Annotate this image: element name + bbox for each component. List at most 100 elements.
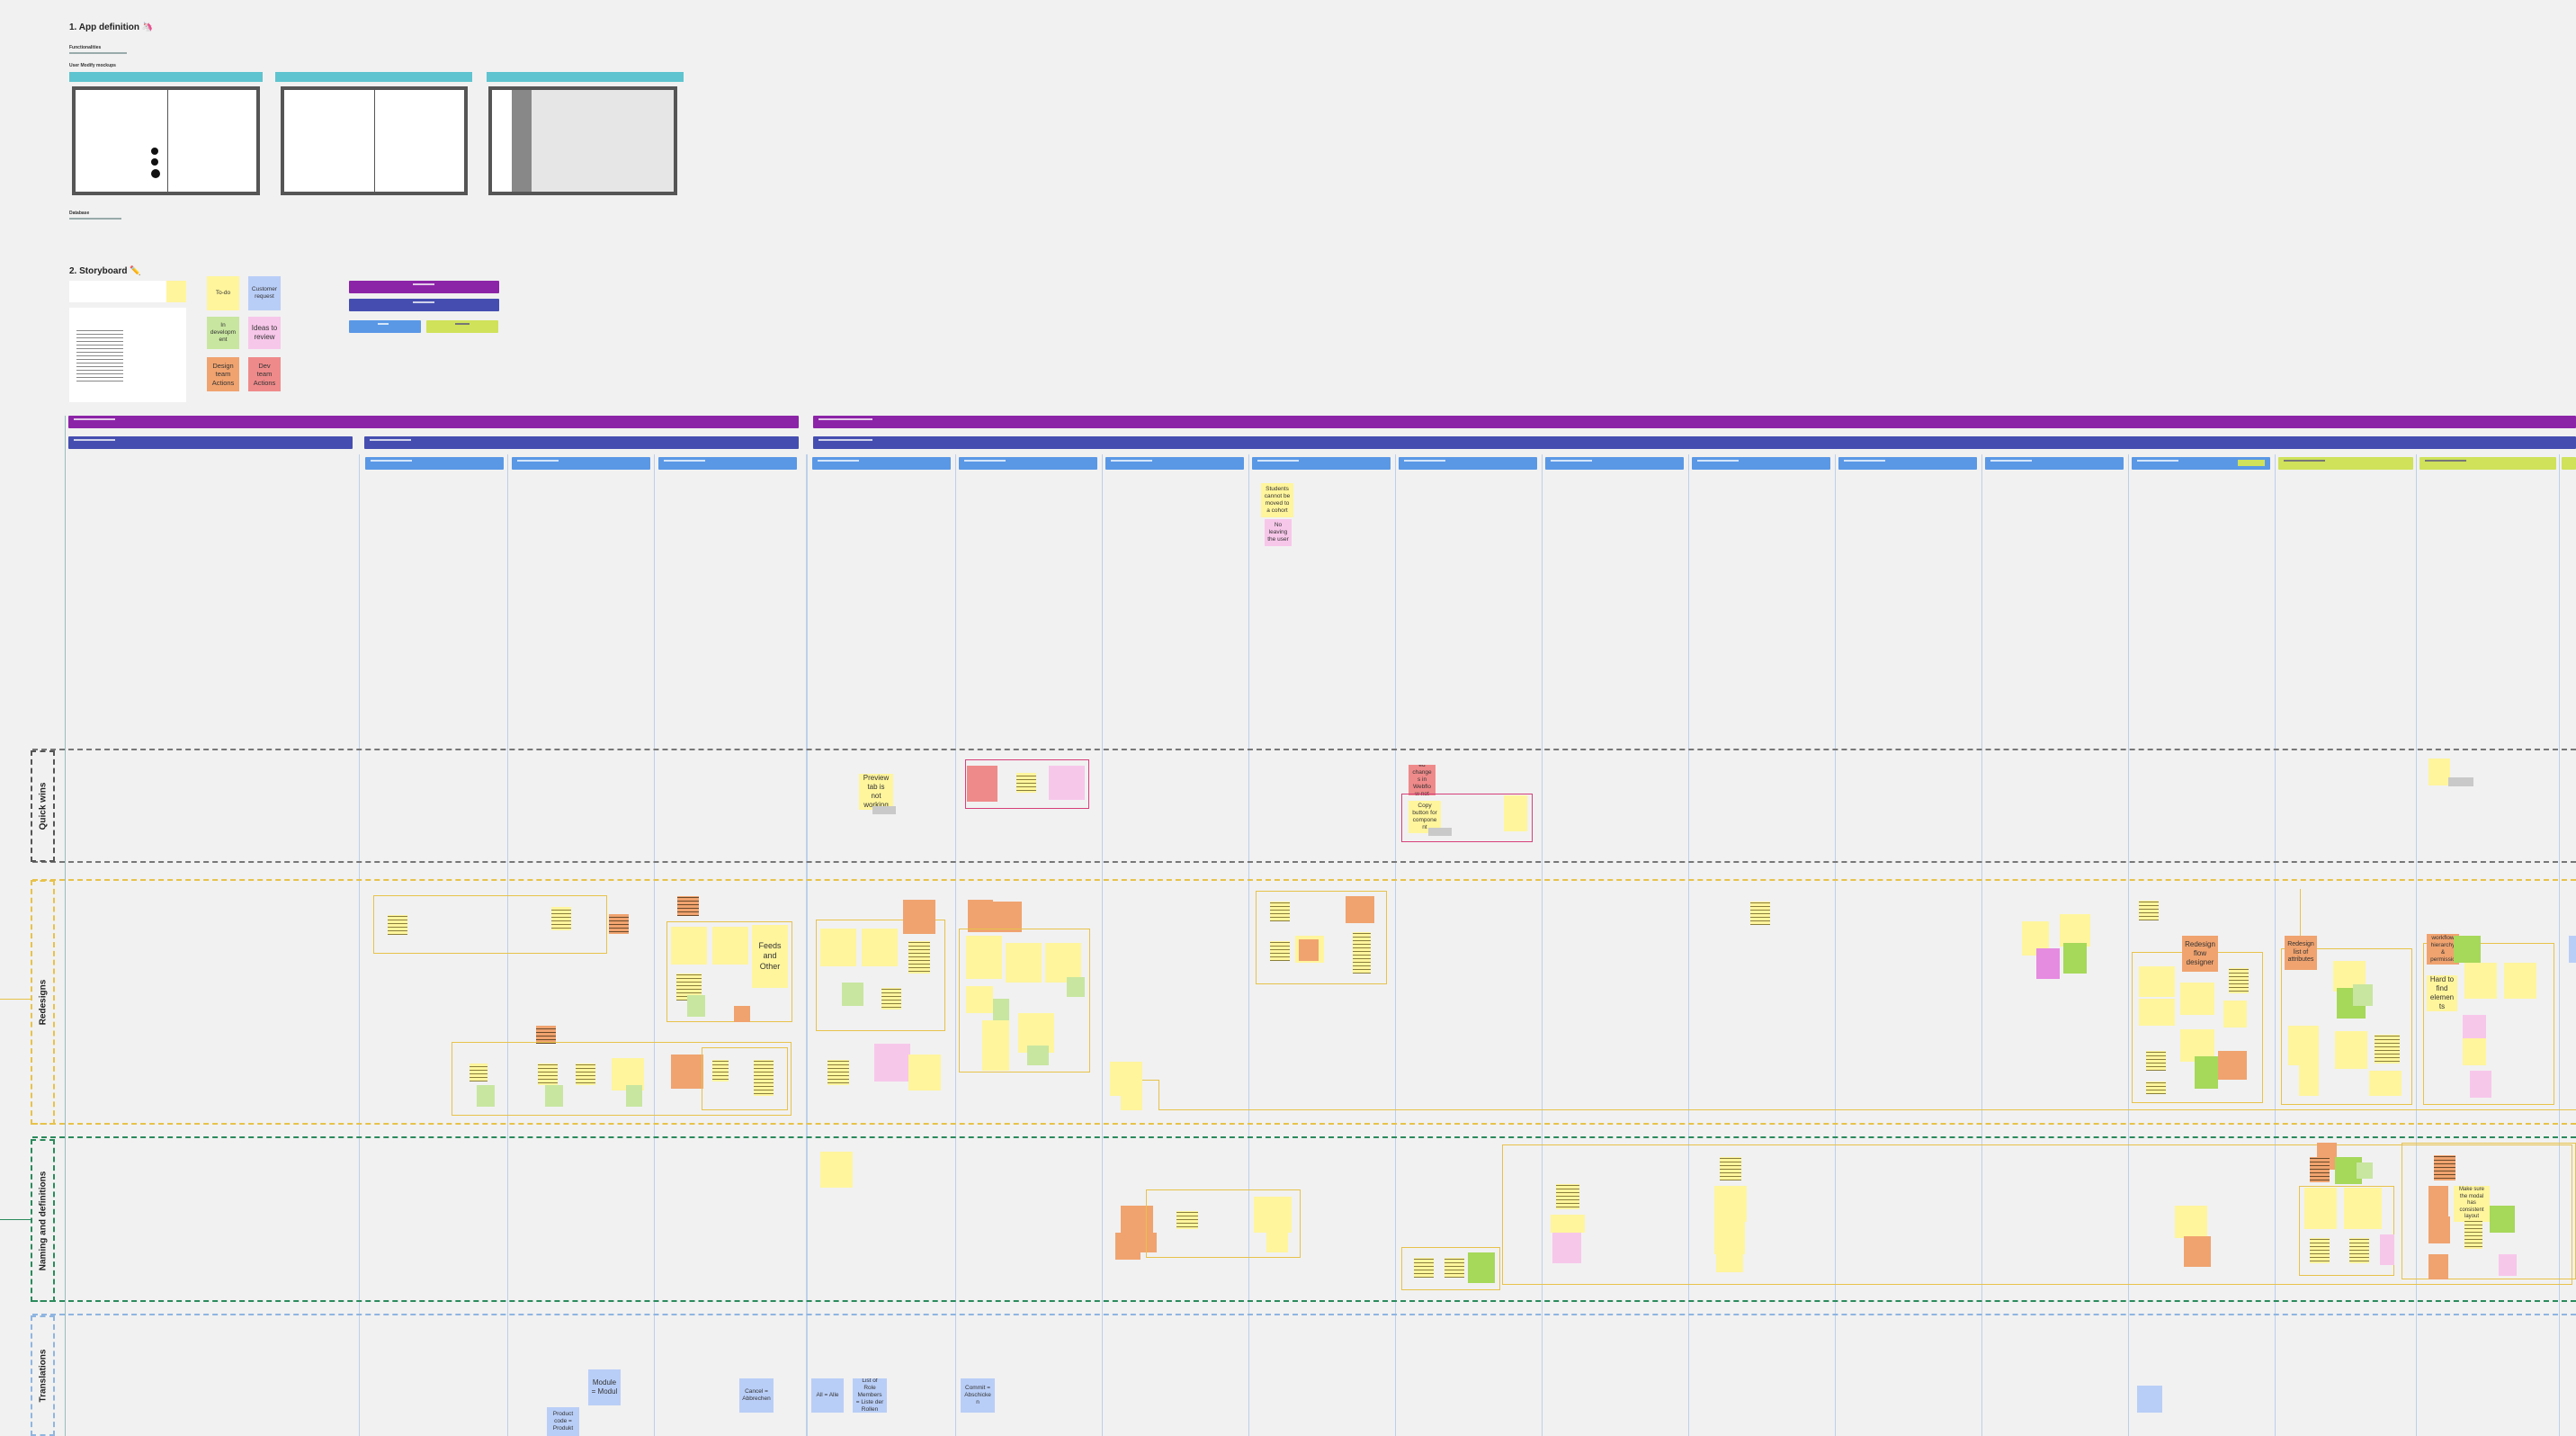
sticky-note[interactable]: [2036, 948, 2060, 979]
sticky-note[interactable]: [1265, 936, 1295, 966]
sticky-note[interactable]: [2304, 1152, 2335, 1188]
sticky-note[interactable]: [671, 927, 707, 965]
sticky-note[interactable]: [967, 766, 997, 802]
sticky-note[interactable]: [1299, 939, 1319, 961]
sticky-note[interactable]: Preview tab is not working: [859, 774, 893, 810]
sticky-note[interactable]: [842, 983, 863, 1006]
sticky-note[interactable]: [2428, 758, 2450, 785]
sticky-note[interactable]: [2180, 983, 2214, 1015]
sticky-note[interactable]: [1027, 1046, 1049, 1065]
sticky-note[interactable]: List of Role Members = Liste der Rollen: [853, 1378, 887, 1413]
sticky-note[interactable]: [2141, 1046, 2171, 1076]
sticky-note[interactable]: [2141, 1076, 2171, 1099]
sticky-note[interactable]: [687, 995, 705, 1017]
sticky-note[interactable]: Commit = Abschicken: [961, 1378, 995, 1413]
sticky-note[interactable]: [820, 1152, 853, 1188]
sticky-note[interactable]: [2428, 1150, 2461, 1186]
functionalities-link[interactable]: [69, 52, 127, 54]
sticky-note[interactable]: Feeds and Other: [752, 925, 788, 988]
sticky-note[interactable]: [2335, 1031, 2367, 1069]
sticky-note[interactable]: [2490, 1206, 2515, 1233]
mockup-frame-2[interactable]: [281, 86, 468, 195]
sticky-note[interactable]: [874, 1044, 910, 1081]
sticky-note[interactable]: [1552, 1233, 1581, 1263]
sticky-note[interactable]: No leaving the user: [1265, 519, 1292, 546]
sticky-note[interactable]: [2175, 1206, 2207, 1238]
sticky-note[interactable]: [2357, 1162, 2373, 1179]
sticky-note[interactable]: [1504, 795, 1527, 831]
sticky-note[interactable]: [545, 1085, 563, 1107]
sticky-note[interactable]: [477, 1085, 495, 1107]
sticky-note[interactable]: [707, 1055, 734, 1087]
sticky-note[interactable]: [1347, 927, 1376, 979]
sticky-note[interactable]: Translated changes in Webflow not applie…: [1409, 765, 1436, 795]
sticky-note[interactable]: [2063, 943, 2087, 974]
sticky-note[interactable]: [2499, 1254, 2517, 1276]
sticky-note[interactable]: Redesign list of attributes: [2285, 936, 2317, 970]
sticky-note[interactable]: [672, 891, 704, 921]
sticky-note[interactable]: [2428, 1254, 2448, 1279]
sticky-note[interactable]: [2137, 1386, 2162, 1413]
sticky-note[interactable]: [908, 1055, 941, 1090]
sticky-note[interactable]: [1266, 1225, 1288, 1252]
sticky-note[interactable]: [876, 983, 907, 1015]
sticky-note[interactable]: [1049, 766, 1085, 800]
mockup-frame-3[interactable]: [488, 86, 677, 195]
sticky-note[interactable]: [712, 927, 748, 965]
sticky-note[interactable]: [545, 900, 577, 938]
sticky-note[interactable]: [1468, 1252, 1495, 1283]
sticky-note[interactable]: [2353, 984, 2373, 1006]
sticky-note[interactable]: [570, 1058, 601, 1090]
sticky-note[interactable]: [1140, 1233, 1157, 1252]
sticky-note[interactable]: [1121, 1089, 1142, 1110]
sticky-note[interactable]: [2060, 914, 2090, 947]
sticky-note[interactable]: [671, 1055, 703, 1089]
sticky-note[interactable]: [1265, 896, 1295, 927]
sticky-note[interactable]: [464, 1056, 493, 1089]
sticky-note[interactable]: [2184, 1236, 2211, 1267]
sticky-note[interactable]: [2223, 1001, 2247, 1028]
sticky-note[interactable]: Redesign flow designer: [2182, 936, 2218, 972]
sticky-note[interactable]: [748, 1055, 779, 1101]
sticky-note[interactable]: [2569, 936, 2576, 963]
sticky-note[interactable]: [2369, 1071, 2402, 1096]
sticky-note[interactable]: [982, 1020, 1009, 1071]
sticky-note[interactable]: [2195, 1056, 2218, 1089]
sticky-note[interactable]: [1551, 1179, 1585, 1215]
sticky-note[interactable]: [2454, 936, 2481, 963]
storyboard-card-1[interactable]: [69, 281, 186, 302]
sticky-note[interactable]: [1714, 1152, 1747, 1186]
sticky-note[interactable]: [2428, 1186, 2448, 1216]
storyboard-notes-card[interactable]: [69, 308, 186, 402]
sticky-note[interactable]: [2463, 1038, 2486, 1065]
sticky-note[interactable]: [862, 929, 898, 966]
sticky-note[interactable]: [2139, 999, 2175, 1026]
sticky-note[interactable]: [2139, 966, 2175, 997]
sticky-note[interactable]: [626, 1085, 642, 1107]
sticky-note[interactable]: [1346, 896, 1374, 923]
sticky-note[interactable]: [1551, 1215, 1585, 1233]
sticky-note[interactable]: [820, 929, 856, 966]
sticky-note[interactable]: [2504, 963, 2536, 999]
sticky-note[interactable]: [2463, 1015, 2486, 1038]
sticky-note[interactable]: [2464, 963, 2497, 999]
sticky-note[interactable]: [1067, 977, 1085, 997]
sticky-note[interactable]: [966, 936, 1002, 979]
sticky-note[interactable]: [1006, 943, 1042, 983]
mockup-frame-1[interactable]: [72, 86, 260, 195]
sticky-note[interactable]: [968, 900, 993, 932]
sticky-note[interactable]: [1409, 1252, 1439, 1283]
sticky-note[interactable]: [1171, 1202, 1203, 1238]
sticky-note[interactable]: [2218, 1051, 2247, 1080]
sticky-note[interactable]: [991, 902, 1022, 932]
sticky-note[interactable]: [381, 906, 414, 944]
sticky-note[interactable]: [1009, 766, 1043, 800]
sticky-note[interactable]: [903, 900, 935, 934]
sticky-note[interactable]: [1121, 1206, 1153, 1233]
sticky-note[interactable]: [2304, 1188, 2337, 1229]
sticky-note[interactable]: [903, 936, 935, 979]
sticky-note[interactable]: [2459, 1215, 2488, 1254]
sticky-note[interactable]: [1439, 1252, 1470, 1283]
sticky-note[interactable]: [2380, 1234, 2394, 1265]
sticky-note[interactable]: [1716, 1251, 1743, 1272]
